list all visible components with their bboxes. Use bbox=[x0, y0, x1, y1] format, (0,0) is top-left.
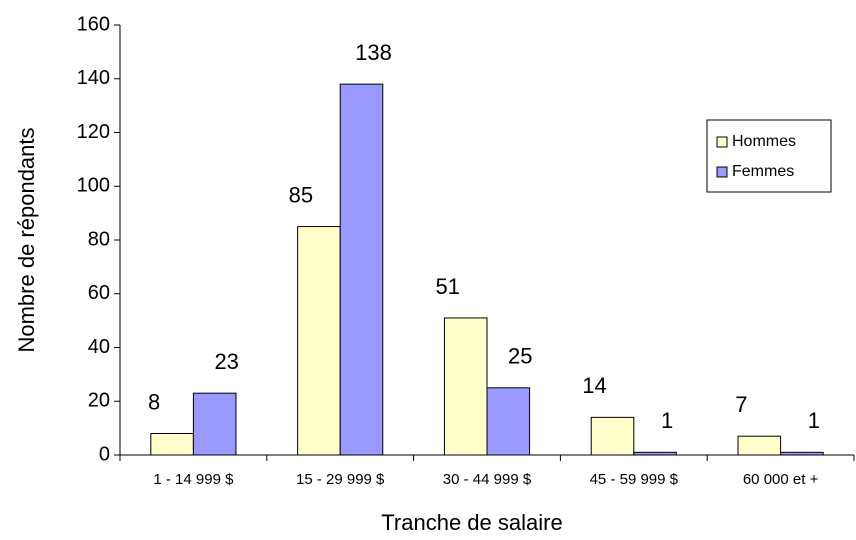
y-tick-label: 140 bbox=[77, 67, 110, 89]
y-tick-label: 120 bbox=[77, 121, 110, 143]
data-label: 138 bbox=[355, 40, 392, 65]
legend-swatch bbox=[716, 166, 728, 178]
x-tick-label: 30 - 44 999 $ bbox=[443, 471, 532, 488]
y-axis-title: Nombre de répondants bbox=[14, 127, 39, 352]
x-tick-label: 45 - 59 999 $ bbox=[590, 471, 679, 488]
data-label: 51 bbox=[435, 274, 459, 299]
y-tick-label: 20 bbox=[88, 390, 110, 412]
y-tick-label: 40 bbox=[88, 336, 110, 358]
bar bbox=[780, 451, 824, 456]
y-tick-label: 100 bbox=[77, 175, 110, 197]
x-tick-label: 15 - 29 999 $ bbox=[296, 471, 385, 488]
x-tick-label: 1 - 14 999 $ bbox=[153, 471, 234, 488]
bar bbox=[633, 451, 677, 456]
y-tick-label: 80 bbox=[88, 228, 110, 250]
data-label: 23 bbox=[214, 349, 238, 374]
data-label: 8 bbox=[148, 389, 160, 414]
legend-label: Hommes bbox=[732, 133, 796, 150]
bar bbox=[590, 416, 635, 456]
bar bbox=[150, 433, 194, 456]
legend-box bbox=[706, 119, 832, 193]
data-label: 14 bbox=[582, 373, 606, 398]
data-label: 1 bbox=[661, 408, 673, 433]
bar bbox=[443, 317, 488, 456]
y-tick-label: 160 bbox=[77, 13, 110, 35]
bar bbox=[192, 392, 237, 456]
legend-label: Femmes bbox=[732, 163, 794, 180]
bar bbox=[297, 226, 341, 456]
y-tick-label: 0 bbox=[99, 443, 110, 465]
data-label: 25 bbox=[508, 344, 532, 369]
bar bbox=[737, 435, 782, 456]
x-tick-label: 60 000 et + bbox=[743, 471, 819, 488]
legend-swatch bbox=[716, 136, 728, 148]
y-tick-label: 60 bbox=[88, 282, 110, 304]
data-label: 7 bbox=[735, 392, 747, 417]
data-label: 1 bbox=[808, 408, 820, 433]
data-label: 85 bbox=[289, 182, 313, 207]
bar bbox=[339, 83, 384, 456]
legend: Hommes Femmes bbox=[706, 119, 832, 193]
bar bbox=[486, 387, 531, 456]
x-axis-title: Tranche de salaire bbox=[381, 510, 562, 535]
